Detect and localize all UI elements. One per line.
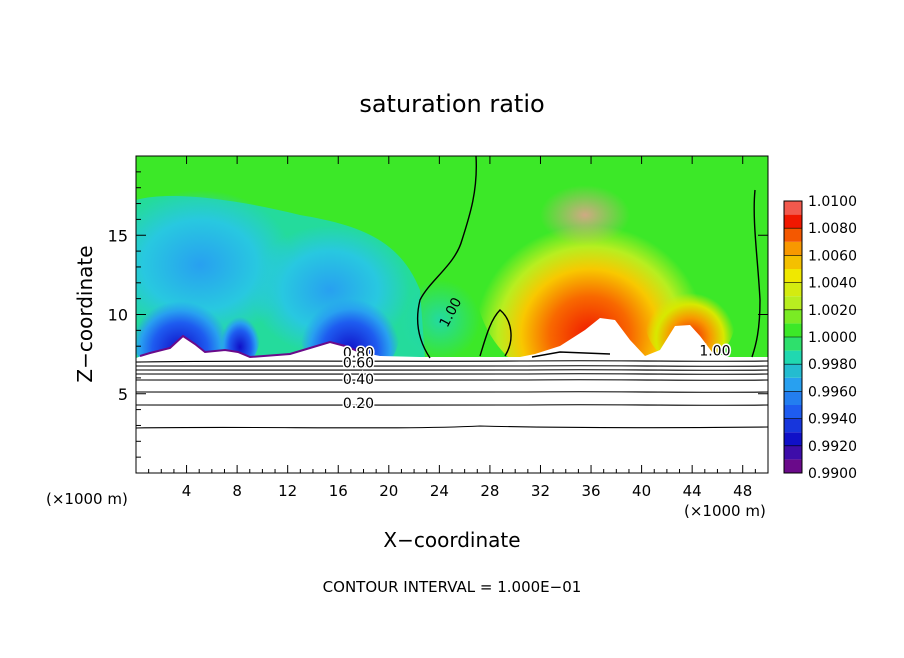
colorbar-band [784, 432, 802, 446]
x-tick-label: 40 [632, 482, 651, 500]
colorbar-label: 0.9960 [808, 384, 857, 400]
contour-label: 1.00 [699, 344, 730, 360]
colorbar-band [784, 391, 802, 405]
colorbar-band [784, 241, 802, 256]
x-unit-right: (×1000 m) [684, 502, 766, 520]
colorbar-label: 1.0000 [808, 330, 857, 346]
contour-label: 0.60 [343, 356, 374, 372]
colorbar-band [784, 418, 802, 433]
terrain-rim [139, 334, 361, 359]
colorbar-band [784, 377, 802, 392]
colorbar-label: 1.0100 [808, 194, 857, 210]
x-axis-ticks: 4 8 12 16 20 24 28 32 36 40 44 48 [148, 156, 756, 500]
x-tick-label: 12 [278, 482, 297, 500]
colorbar-label: 1.0040 [808, 276, 857, 292]
y-tick-label: 15 [108, 226, 128, 245]
colorbar-band [784, 337, 802, 351]
contour-interval-note: CONTOUR INTERVAL = 1.000E−01 [323, 578, 582, 596]
x-tick-label: 44 [683, 482, 702, 500]
colorbar-label: 0.9980 [808, 357, 857, 373]
x-tick-label: 8 [232, 482, 242, 500]
y-tick-label: 10 [108, 306, 128, 325]
colorbar-band [784, 323, 802, 337]
colorbar-band [784, 255, 802, 269]
colorbar-band [784, 201, 802, 215]
field-right-yellow-halo [475, 170, 705, 390]
y-axis-ticks: 5 10 15 [108, 171, 768, 458]
colorbar-label: 1.0020 [808, 303, 857, 319]
colorbar-label: 1.0060 [808, 248, 857, 264]
colorbar-band [784, 350, 802, 365]
colorbar-band [784, 364, 802, 378]
x-tick-label: 4 [182, 482, 192, 500]
contour-label: 0.80 [343, 345, 374, 361]
colorbar-label: 0.9940 [808, 412, 857, 428]
colorbar-band [784, 459, 802, 473]
colorbar: 0.9900 0.9920 0.9940 0.9960 0.9980 1.0000 1.00… [783, 194, 857, 482]
x-tick-label: 36 [581, 482, 600, 500]
colorbar-band [784, 214, 802, 229]
saturation-1-contours [417, 156, 761, 359]
colorbar-label: 0.9900 [808, 466, 857, 482]
x-tick-label: 48 [733, 482, 752, 500]
y-axis-label: Z−coordinate [73, 245, 97, 382]
x-unit-left: (×1000 m) [46, 490, 128, 508]
colorbar-band [784, 296, 802, 310]
colorbar-band [784, 309, 802, 324]
y-tick-label: 5 [118, 385, 128, 404]
x-axis-label: X−coordinate [383, 528, 520, 552]
x-tick-label: 20 [379, 482, 398, 500]
colorbar-label: 0.9920 [808, 439, 857, 455]
colorbar-band [784, 269, 802, 283]
field-right-pink [540, 185, 630, 245]
terrain-mask [136, 318, 768, 473]
colorbar-band [784, 445, 802, 460]
colorbar-band [784, 228, 802, 242]
x-tick-label: 24 [430, 482, 449, 500]
x-tick-label: 32 [531, 482, 550, 500]
colorbar-band [784, 282, 802, 297]
contour-label: 0.20 [343, 396, 374, 412]
subsaturated-contours [136, 360, 768, 429]
contour-labels: 1.001.000.800.600.400.20 [341, 295, 732, 413]
colorbar-band [784, 405, 802, 419]
x-tick-label: 28 [480, 482, 499, 500]
colorbar-label: 1.0080 [808, 221, 857, 237]
contour-label: 0.40 [343, 372, 374, 388]
chart-title: saturation ratio [359, 90, 544, 118]
heatmap-field [136, 156, 768, 473]
x-tick-label: 16 [329, 482, 348, 500]
